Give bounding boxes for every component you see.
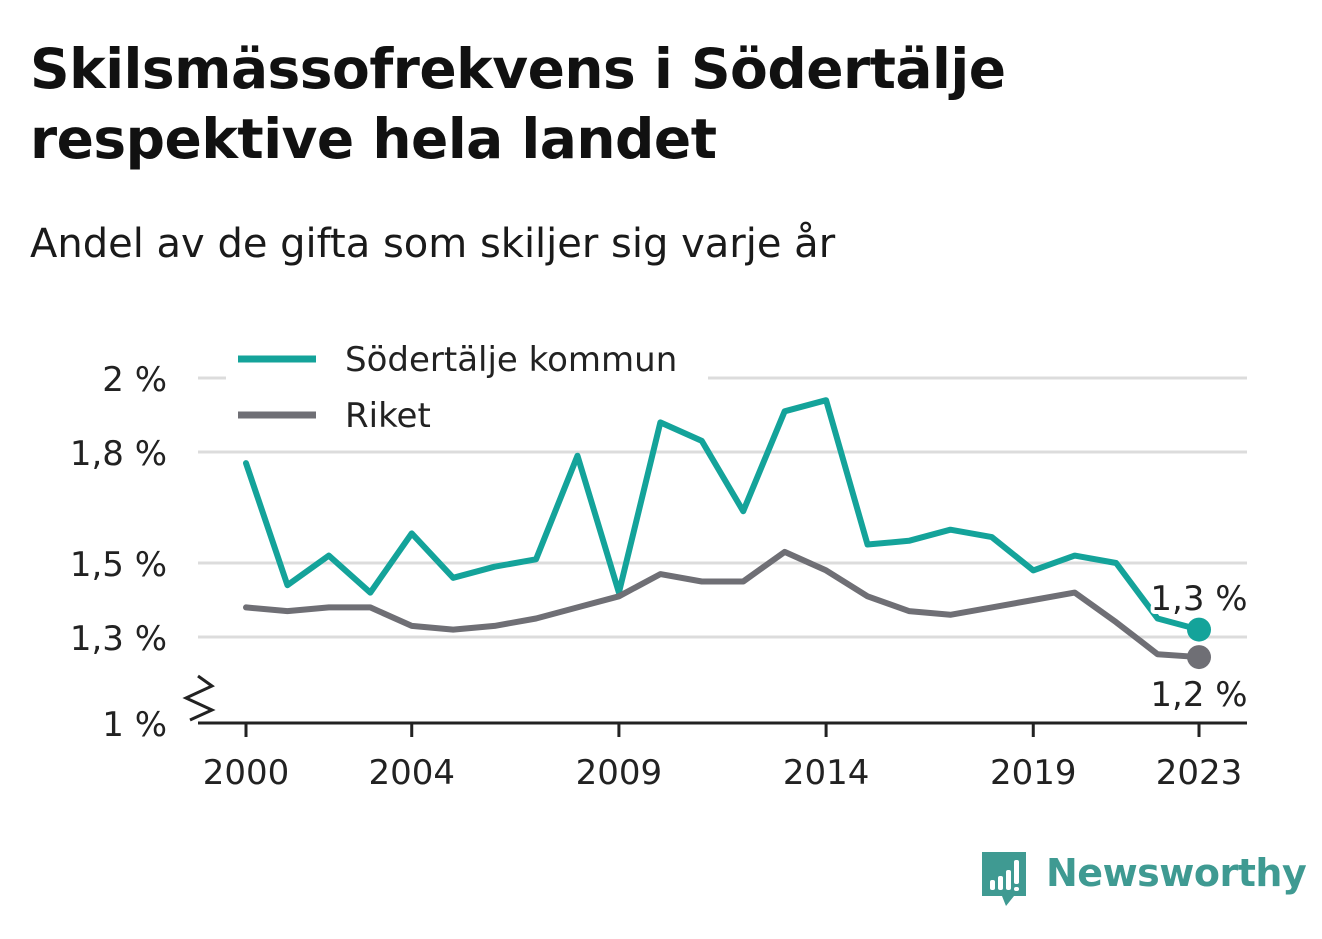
- x-tick-label: 2004: [368, 753, 455, 793]
- brand-name: Newsworthy: [1046, 851, 1307, 895]
- end-point-marker: [1187, 645, 1211, 670]
- y-tick-label: 1,3 %: [70, 619, 167, 659]
- legend: Södertälje kommun Riket: [226, 336, 708, 438]
- x-tick-label: 2014: [783, 753, 870, 793]
- end-value-label: 1,3 %: [1150, 579, 1247, 619]
- y-tick-label: 1 %: [102, 705, 167, 745]
- y-tick-label: 1,5 %: [70, 545, 167, 585]
- axis-break-icon: [182, 674, 216, 722]
- x-tick-label: 2009: [576, 753, 663, 793]
- brand-logo: Newsworthy: [980, 850, 1307, 910]
- legend-label: Riket: [345, 396, 431, 436]
- series-lines: [243, 397, 1211, 670]
- end-labels: 1,3 % 1,2 %: [1146, 575, 1251, 719]
- axes: 1 % 1,3 % 1,5 % 1,8 % 2 % 2000 2004 2009 2014 201…: [70, 360, 1247, 793]
- y-tick-label: 2 %: [102, 360, 167, 400]
- legend-label: Södertälje kommun: [345, 340, 677, 380]
- chart-subtitle: Andel av de gifta som skiljer sig varje …: [30, 221, 836, 267]
- series-line-sodertalje: [243, 397, 1202, 633]
- newsworthy-logo-icon: [982, 852, 1026, 906]
- series-line-riket: [243, 548, 1202, 661]
- x-tick-label: 2000: [203, 753, 290, 793]
- x-tick-label: 2019: [990, 753, 1077, 793]
- end-point-marker: [1187, 617, 1211, 642]
- end-value-label: 1,2 %: [1150, 675, 1247, 715]
- y-tick-label: 1,8 %: [70, 434, 167, 474]
- chart-title: Skilsmässofrekvens i Södertälje respekti…: [30, 37, 1006, 171]
- x-tick-label: 2023: [1156, 753, 1243, 793]
